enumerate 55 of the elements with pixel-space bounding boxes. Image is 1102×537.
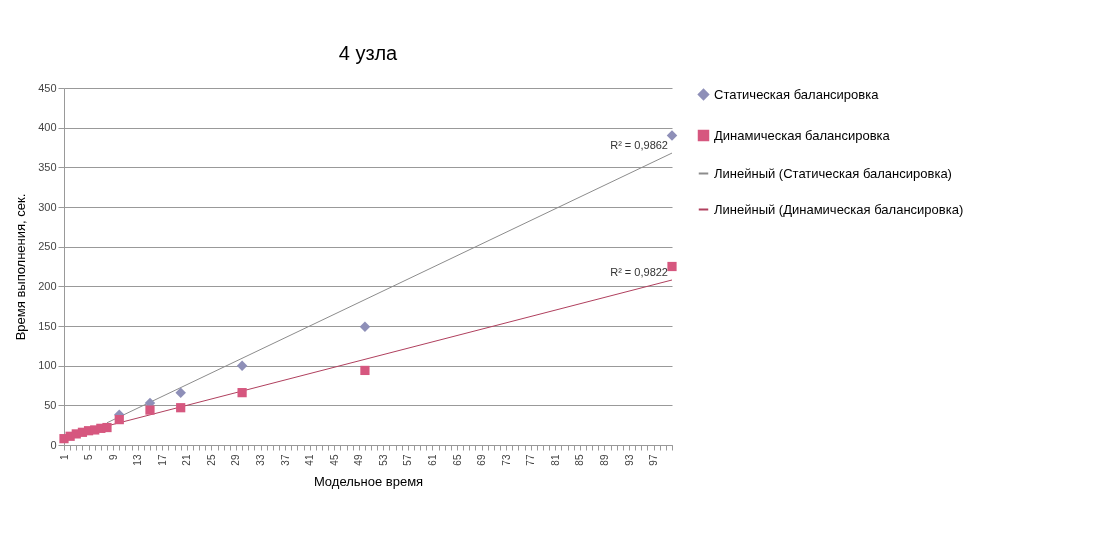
- x-tick-label: 85: [574, 454, 586, 466]
- x-tick-label: 97: [648, 454, 660, 466]
- x-tick-label: 33: [255, 454, 267, 466]
- legend-label: Линейный (Статическая балансировка): [714, 165, 952, 181]
- x-tick-label: 41: [304, 454, 316, 466]
- y-tick-label: 450: [38, 81, 57, 94]
- y-tick-label: 50: [44, 398, 57, 411]
- x-tick-label: 49: [353, 454, 365, 466]
- x-tick-label: 53: [377, 454, 389, 466]
- y-tick-label: 100: [38, 359, 57, 372]
- y-tick-label: 150: [38, 319, 57, 332]
- x-tick-label: 25: [205, 454, 217, 466]
- point: [667, 261, 677, 272]
- legend-label: Динамическая балансировка: [714, 127, 891, 143]
- y-tick-label: 200: [38, 279, 57, 292]
- x-tick-label: 29: [230, 454, 242, 466]
- legend-label: Линейный (Динамическая балансировка): [714, 201, 964, 217]
- x-tick-label: 93: [623, 454, 635, 466]
- point: [666, 130, 678, 141]
- point: [359, 321, 371, 333]
- x-tick-label: 81: [549, 454, 561, 466]
- x-tick-label: 5: [83, 454, 95, 461]
- y-tick-label: 0: [50, 438, 57, 451]
- x-tick-label: 1: [58, 454, 70, 461]
- y-tick-label: 250: [38, 240, 57, 253]
- point: [114, 415, 124, 425]
- annotation: R² = 0,9822: [610, 265, 668, 278]
- x-tick-label: 13: [132, 454, 144, 466]
- legend-label: Статическая балансировка: [714, 86, 880, 102]
- x-tick-label: 57: [402, 454, 414, 466]
- y-tick-label: 400: [38, 121, 57, 134]
- point: [102, 422, 112, 433]
- x-tick-label: 21: [181, 454, 193, 466]
- y-tick-label: 350: [38, 160, 57, 173]
- x-axis-title: Модельное время: [313, 473, 424, 489]
- point: [237, 388, 247, 398]
- x-tick-label: 77: [525, 454, 537, 466]
- x-tick-label: 9: [107, 454, 119, 461]
- x-tick-label: 37: [279, 454, 291, 466]
- annotation: R² = 0,9862: [610, 139, 668, 152]
- point: [145, 405, 155, 415]
- point: [360, 365, 370, 376]
- x-tick-label: 89: [598, 454, 610, 466]
- point: [175, 387, 186, 398]
- y-tick-label: 300: [38, 200, 57, 213]
- y-axis-title: Время выполнения, сек.: [13, 193, 29, 341]
- x-tick-label: 17: [156, 454, 168, 466]
- x-tick-label: 61: [426, 454, 438, 466]
- x-tick-label: 65: [451, 454, 463, 466]
- x-tick-label: 45: [328, 454, 340, 466]
- point: [236, 360, 248, 371]
- chart-title: 4 узла: [338, 42, 399, 64]
- x-tick-label: 73: [500, 454, 512, 466]
- point: [176, 403, 186, 413]
- x-tick-label: 69: [476, 454, 488, 466]
